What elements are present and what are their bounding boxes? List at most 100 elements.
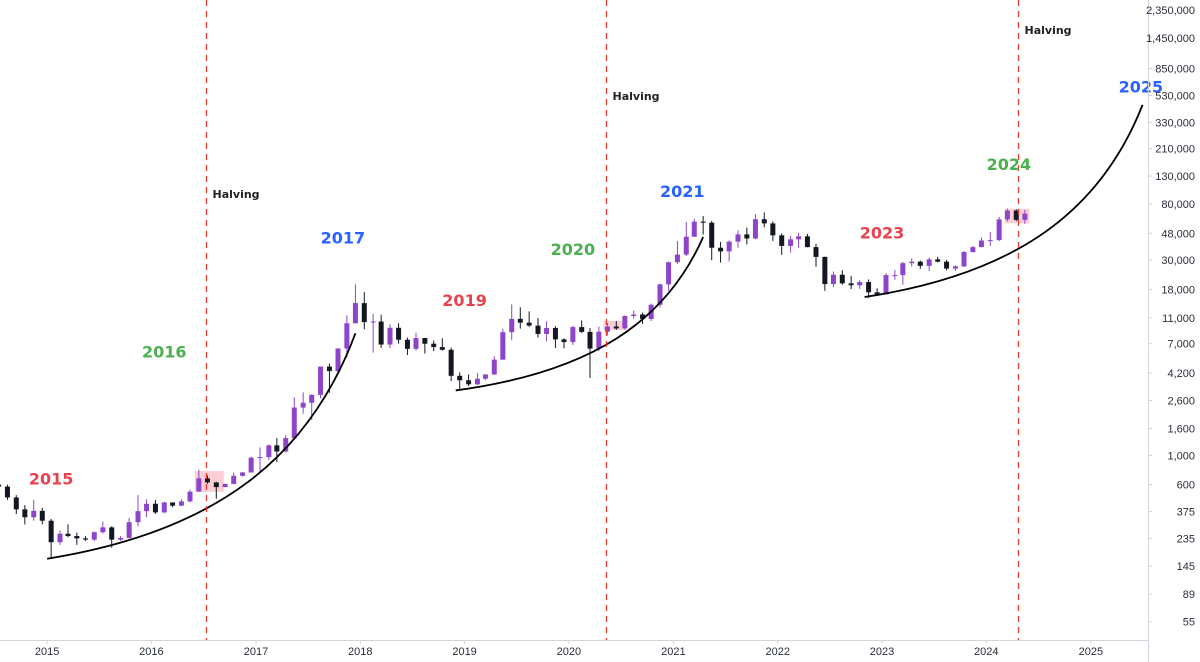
y-tick-label: 130,000	[1155, 171, 1195, 183]
candle-body	[978, 240, 984, 248]
candle-body	[466, 380, 472, 385]
candle	[735, 230, 741, 248]
candle	[866, 279, 872, 299]
candle	[691, 218, 697, 237]
candle-body	[622, 315, 628, 329]
candle	[796, 233, 802, 248]
candle-body	[813, 247, 819, 257]
candle	[779, 233, 785, 255]
x-tick-label: 2023	[870, 646, 894, 658]
candle-body	[631, 314, 637, 316]
candle-body	[318, 366, 324, 395]
candle	[500, 328, 506, 360]
candle-body	[222, 483, 228, 488]
candle-body	[344, 323, 350, 349]
candle	[509, 304, 515, 341]
candle-body	[735, 234, 741, 242]
y-tick-label: 2,600	[1167, 396, 1195, 408]
candle-body	[4, 486, 10, 498]
candle	[439, 338, 445, 351]
candle	[204, 475, 210, 484]
candle-body	[900, 263, 906, 276]
candle-body	[126, 522, 132, 538]
candle-body	[65, 533, 71, 537]
year-annotation: 2017	[321, 229, 366, 248]
halving-label: Halving	[613, 90, 660, 103]
candle-body	[718, 247, 724, 252]
candle	[752, 214, 758, 240]
x-tick-label: 2022	[765, 646, 789, 658]
candle	[318, 366, 324, 399]
candle-body	[987, 240, 993, 242]
candle-body	[587, 331, 593, 349]
candle-body	[482, 374, 488, 379]
x-tick-label: 2018	[348, 646, 372, 658]
x-tick-label: 2021	[661, 646, 685, 658]
candle	[161, 501, 167, 514]
y-tick-label: 7,000	[1167, 339, 1195, 351]
candle-body	[883, 275, 889, 295]
candle	[830, 271, 836, 288]
halving-label: Halving	[1025, 24, 1072, 37]
candle	[187, 489, 193, 503]
candle-body	[196, 478, 202, 492]
candle-body	[752, 219, 758, 239]
candle	[848, 275, 854, 290]
y-tick-label: 18,000	[1161, 285, 1195, 297]
candle	[804, 233, 810, 248]
candle-body	[82, 538, 88, 540]
candle-body	[326, 366, 332, 372]
y-tick-label: 89	[1183, 589, 1195, 601]
candle-body	[448, 349, 454, 376]
candle	[526, 311, 532, 327]
candle	[952, 265, 958, 271]
candle-body	[187, 491, 193, 502]
candle	[126, 518, 132, 539]
y-tick-label: 1,450,000	[1146, 33, 1195, 45]
x-axis-ticks: 2015 2016 2017 2018 2019 2020 2021 2022 2023 2024…	[35, 640, 1103, 658]
year-annotation: 2015	[29, 470, 74, 489]
candle	[413, 332, 419, 351]
candle	[770, 221, 776, 241]
candle	[1013, 209, 1019, 222]
candle-body	[683, 236, 689, 255]
candle-body	[570, 327, 576, 343]
y-tick-label: 55	[1183, 617, 1195, 629]
candle-body	[39, 510, 45, 521]
candle-body	[266, 445, 272, 458]
halving-lines: Halving Halving Halving	[205, 0, 1072, 640]
y-tick-label: 4,200	[1167, 368, 1195, 380]
trend-curve	[864, 104, 1144, 298]
candle-body	[961, 251, 967, 267]
candle	[996, 216, 1002, 242]
candle-body	[361, 303, 367, 323]
candle	[135, 495, 141, 527]
candle-body	[552, 328, 558, 340]
candle-body	[291, 407, 297, 439]
candle-body	[709, 222, 715, 248]
x-tick-label: 2015	[35, 646, 59, 658]
candle	[65, 524, 71, 538]
x-tick-label: 2025	[1079, 646, 1103, 658]
candle-body	[500, 332, 506, 360]
candle-body	[544, 328, 550, 334]
candle	[31, 499, 37, 521]
candle	[100, 521, 106, 534]
trend-curve	[455, 236, 704, 392]
candle	[570, 325, 576, 345]
candle	[248, 456, 254, 473]
candle	[978, 237, 984, 248]
candle-body	[804, 236, 810, 248]
candle-body	[170, 502, 176, 506]
candle	[613, 321, 619, 330]
candle-body	[509, 318, 515, 333]
y-tick-label: 530,000	[1155, 90, 1195, 102]
y-tick-label: 30,000	[1161, 255, 1195, 267]
consolidation-zone	[603, 321, 625, 330]
candle-body	[892, 275, 898, 277]
halving-label: Halving	[213, 188, 260, 201]
candle	[404, 337, 410, 355]
candle-body	[970, 247, 976, 252]
candle-body	[526, 322, 532, 326]
